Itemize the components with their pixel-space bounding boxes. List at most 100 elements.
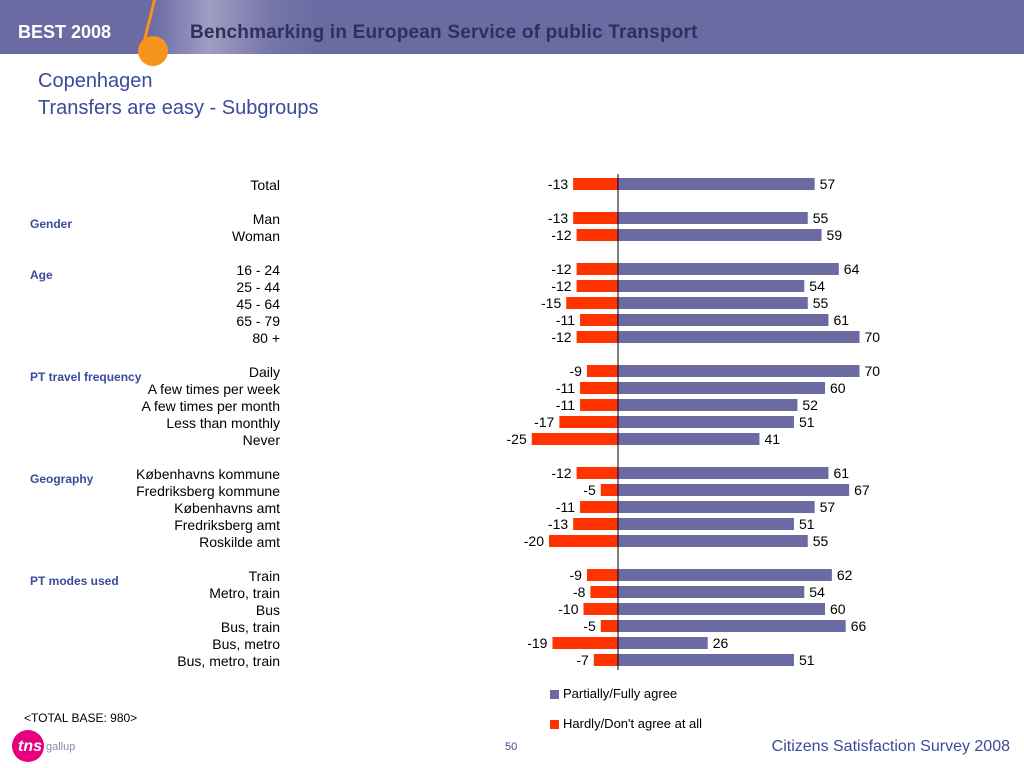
agree-bar-total [618,178,815,190]
agree-bar-woman [618,229,822,241]
agree-value-bus-metro: 26 [713,635,729,651]
disagree-value-train: -9 [569,567,582,583]
agree-bar-45-64 [618,297,808,309]
category-label-bus: Bus [256,602,280,618]
category-label-less-than-monthly: Less than monthly [166,415,280,431]
disagree-value-16-24: -12 [551,261,571,277]
category-label-metro-train: Metro, train [209,585,280,601]
disagree-bar-bus [583,603,618,615]
agree-bar-man [618,212,808,224]
group-label-pt-travel-frequency: PT travel frequency [30,370,142,384]
disagree-value-bus-metro-train: -7 [576,652,589,668]
disagree-bar-less-than-monthly [559,416,618,428]
tns-gallup-logo: tns gallup [10,728,85,762]
agree-bar-never [618,433,760,445]
category-label-daily: Daily [249,364,280,380]
survey-name: Citizens Satisfaction Survey 2008 [771,738,1010,755]
agree-value-train: 62 [837,567,853,583]
disagree-bar-bus-metro [552,637,618,649]
agree-value-25-44: 54 [809,278,825,294]
header-banner: BEST 2008 Benchmarking in European Servi… [0,0,1024,66]
agree-value-bus: 60 [830,601,846,617]
agree-bar-bus-metro [618,637,708,649]
disagree-bar-bus-metro-train [593,654,618,666]
page-title: Copenhagen [38,70,153,92]
disagree-bar-65-79 [580,314,618,326]
agree-value-københavns-amt: 57 [820,499,836,515]
category-label-total: Total [250,177,280,193]
disagree-value-bus-train: -5 [583,618,596,634]
agree-value-45-64: 55 [813,295,829,311]
agree-bar-københavns-amt [618,501,815,513]
agree-value-16-24: 64 [844,261,860,277]
disagree-value-80: -12 [551,329,571,345]
agree-bar-fredriksberg-amt [618,518,794,530]
agree-value-man: 55 [813,210,829,226]
agree-bar-a-few-times-per-week [618,382,825,394]
disagree-bar-man [573,212,618,224]
disagree-bar-københavns-kommune [576,467,618,479]
agree-value-a-few-times-per-month: 52 [802,397,818,413]
legend-label-agree: Partially/Fully agree [563,686,678,701]
agree-value-daily: 70 [865,363,881,379]
disagree-value-45-64: -15 [541,295,561,311]
agree-bar-80 [618,331,860,343]
agree-bar-16-24 [618,263,839,275]
agree-value-woman: 59 [827,227,843,243]
disagree-value-bus: -10 [558,601,578,617]
disagree-value-less-than-monthly: -17 [534,414,554,430]
legend-item-agree: Partially/Fully agree [550,686,677,701]
disagree-bar-fredriksberg-kommune [600,484,618,496]
page-number: 50 [505,741,518,753]
category-label-bus-metro: Bus, metro [212,636,280,652]
disagree-value-25-44: -12 [551,278,571,294]
disagree-value-metro-train: -8 [573,584,586,600]
disagree-value-daily: -9 [569,363,582,379]
disagree-value-man: -13 [548,210,568,226]
disagree-value-total: -13 [548,176,568,192]
agree-value-a-few-times-per-week: 60 [830,380,846,396]
disagree-bar-daily [586,365,618,377]
disagree-bar-total [573,178,618,190]
agree-bar-bus-train [618,620,846,632]
disagree-bar-never [531,433,618,445]
agree-bar-a-few-times-per-month [618,399,798,411]
agree-value-metro-train: 54 [809,584,825,600]
category-label-man: Man [253,211,280,227]
disagree-bar-16-24 [576,263,618,275]
disagree-bar-a-few-times-per-month [580,399,618,411]
agree-value-bus-train: 66 [851,618,867,634]
category-label-a-few-times-per-month: A few times per month [141,398,280,414]
tns-logo-text: tns [18,738,42,755]
legend-swatch-agree [550,690,559,700]
category-label-bus-metro-train: Bus, metro, train [177,653,280,669]
disagree-value-bus-metro: -19 [527,635,547,651]
disagree-bar-45-64 [566,297,618,309]
agree-bar-metro-train [618,586,805,598]
agree-value-københavns-kommune: 61 [833,465,849,481]
category-label-roskilde-amt: Roskilde amt [199,534,280,550]
agree-bar-fredriksberg-kommune [618,484,850,496]
tns-logo-circle [12,730,44,762]
category-label-train: Train [249,568,280,584]
agree-bar-københavns-kommune [618,467,829,479]
category-label-never: Never [243,432,281,448]
group-label-age: Age [30,268,53,282]
disagree-value-fredriksberg-amt: -13 [548,516,568,532]
agree-bar-65-79 [618,314,829,326]
legend-swatch-disagree [550,720,559,730]
category-label-fredriksberg-amt: Fredriksberg amt [174,517,280,533]
disagree-bar-metro-train [590,586,618,598]
header-accent-dot [138,36,168,66]
disagree-value-65-79: -11 [556,312,575,328]
group-label-gender: Gender [30,217,72,231]
disagree-bar-roskilde-amt [549,535,618,547]
agree-bar-daily [618,365,860,377]
agree-value-roskilde-amt: 55 [813,533,829,549]
disagree-bar-bus-train [600,620,618,632]
header-photo-strip [150,0,320,54]
category-label-65-79: 65 - 79 [236,313,280,329]
category-label-woman: Woman [232,228,280,244]
disagree-bar-80 [576,331,618,343]
banner-title: Benchmarking in European Service of publ… [190,22,698,43]
